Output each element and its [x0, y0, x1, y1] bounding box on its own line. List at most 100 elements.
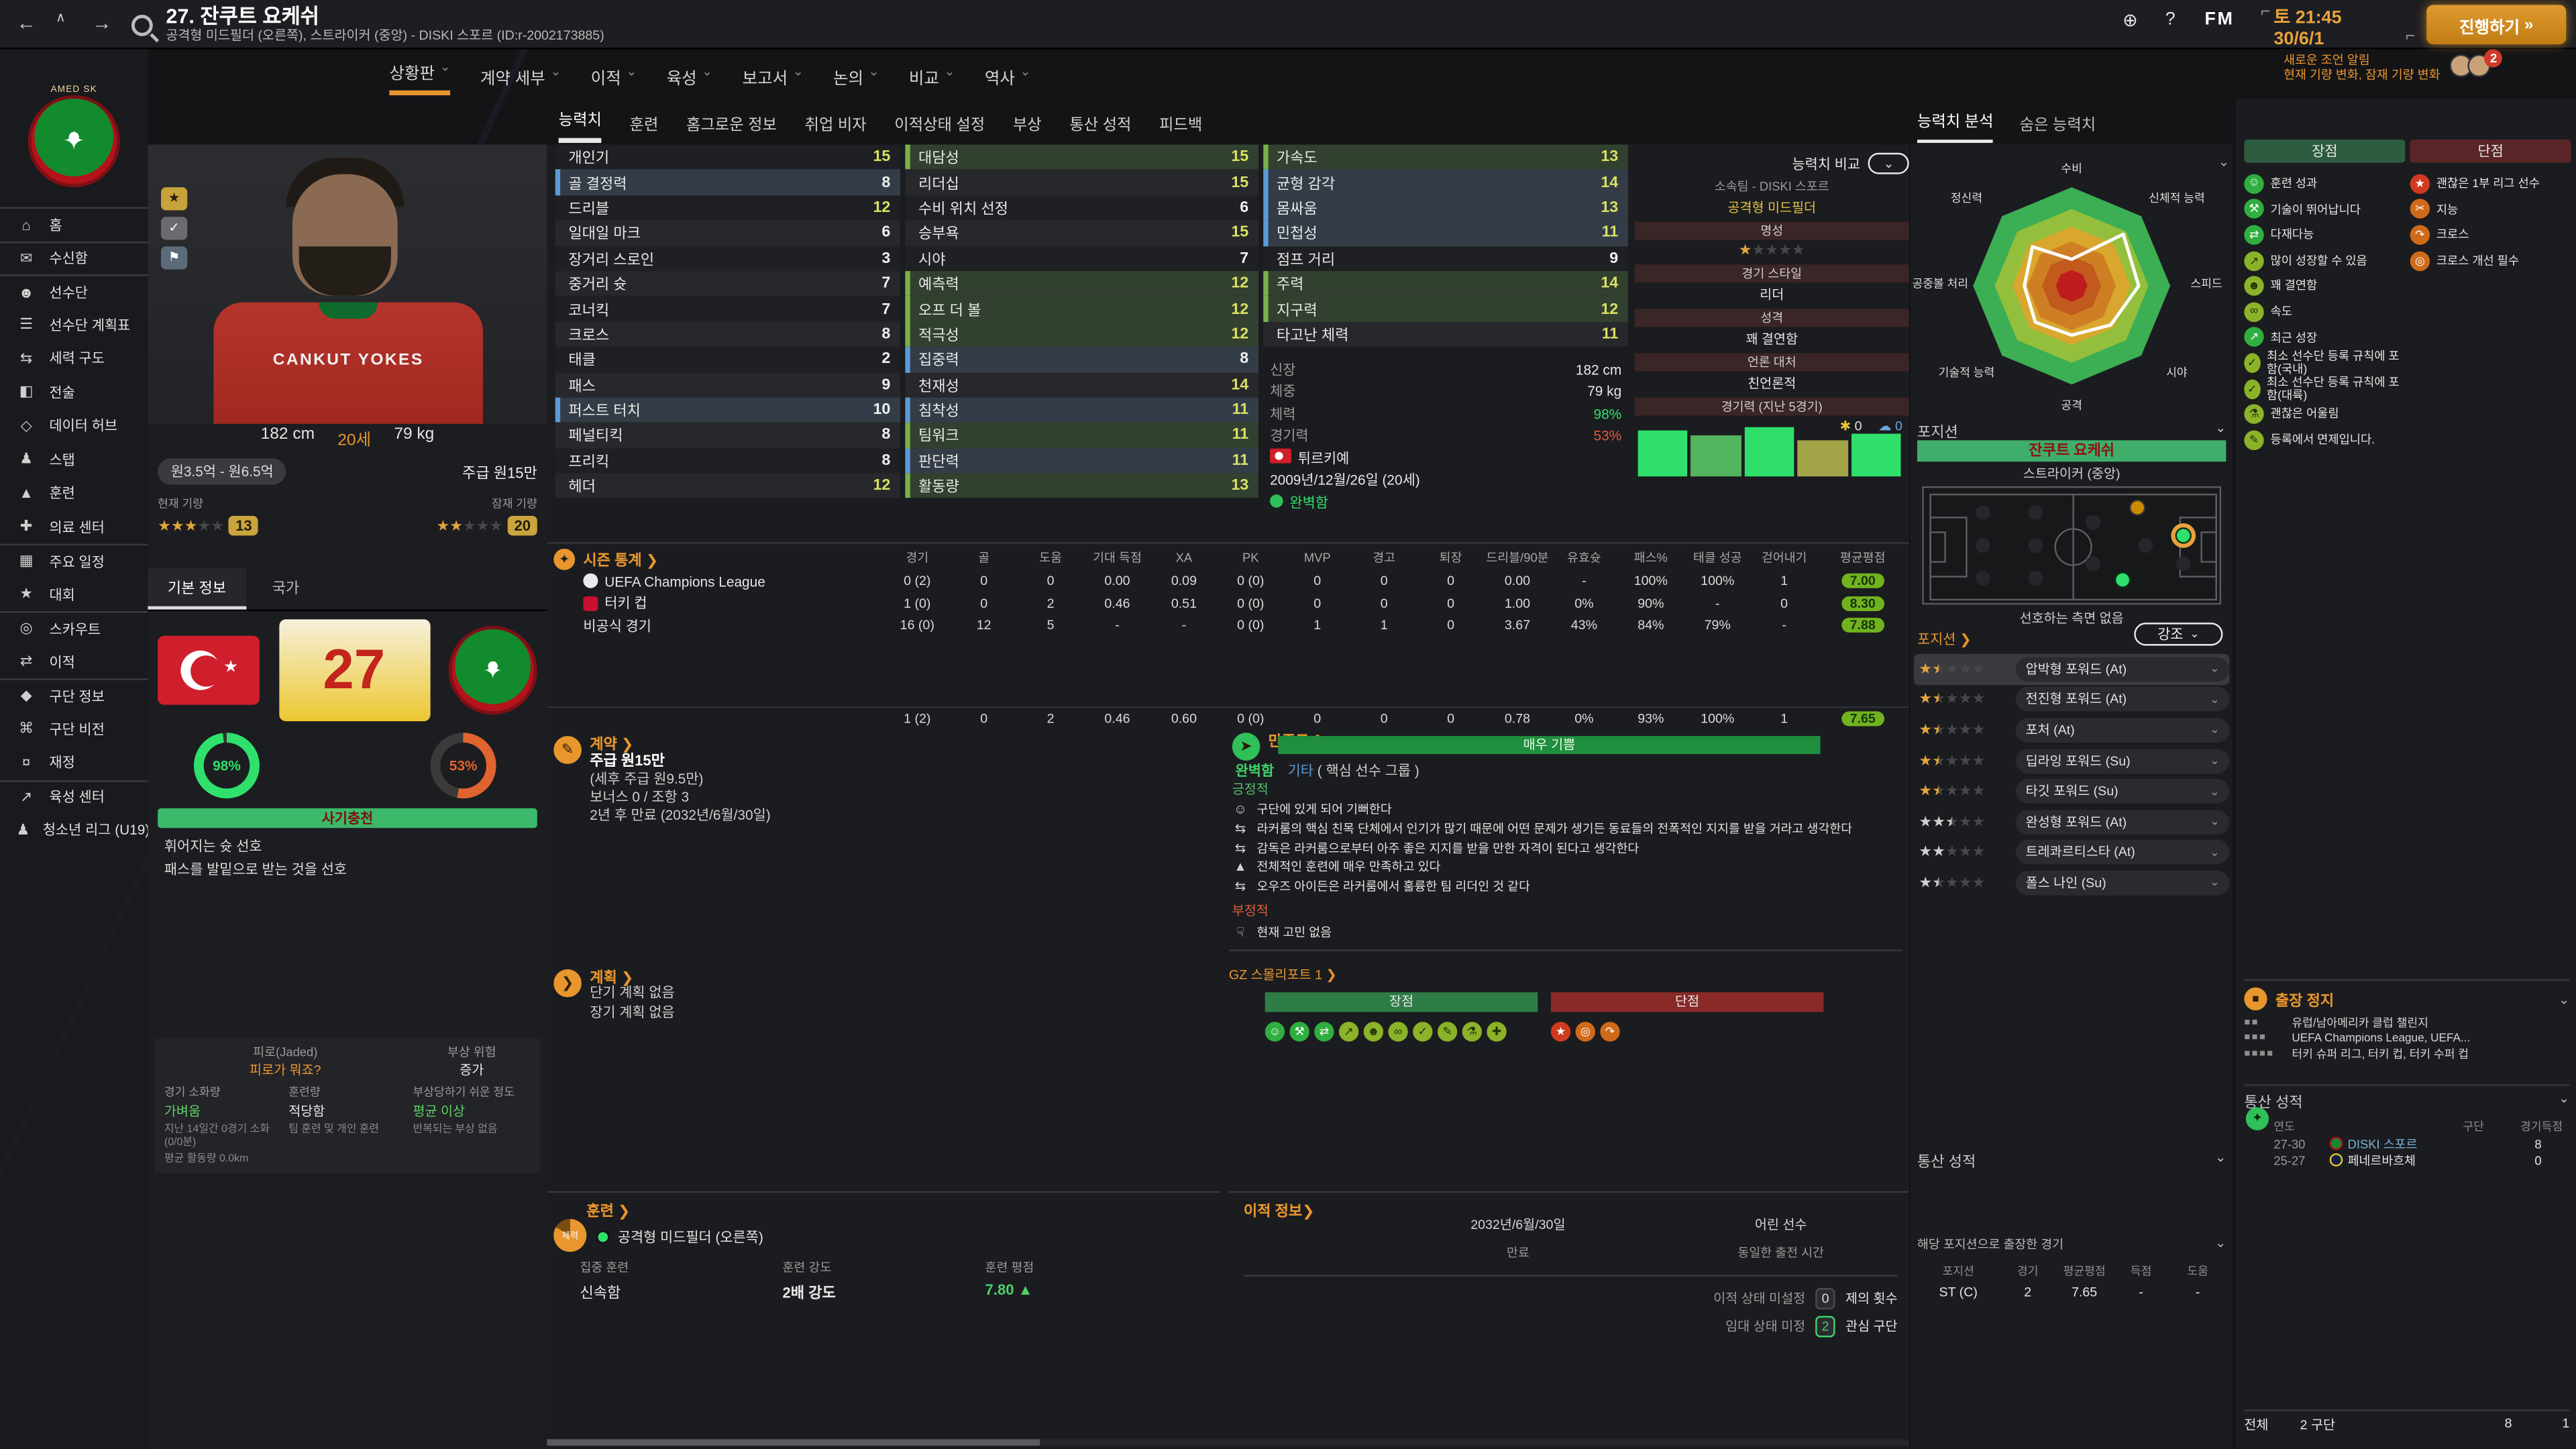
- attribute-row[interactable]: 페널티킥 8: [555, 423, 901, 448]
- pro-item[interactable]: ⚗ 괜찮은 어울림: [2244, 401, 2406, 427]
- search-icon[interactable]: [131, 13, 153, 36]
- main-tab[interactable]: 역사 ⌄: [984, 64, 1031, 89]
- pro-icon[interactable]: ☺: [1265, 1022, 1285, 1042]
- emphasis-dropdown[interactable]: 강조 ⌄: [2134, 623, 2223, 646]
- role-row[interactable]: ★★★★★ 폴스 나인 (Su) ⌄: [1914, 867, 2230, 898]
- role-row[interactable]: ★★★★★ 압박형 포워드 (At) ⌄: [1914, 653, 2230, 685]
- pro-item[interactable]: ↗ 최근 성장: [2244, 325, 2406, 350]
- con-item[interactable]: ↷ 크로스: [2410, 222, 2573, 248]
- career-position-col[interactable]: 포지션: [1942, 1267, 1974, 1279]
- stats-column-header[interactable]: 도움: [1039, 549, 1063, 565]
- sidebar-item[interactable]: ♟ 스탭: [0, 443, 148, 476]
- pro-icon[interactable]: ⇄: [1314, 1022, 1334, 1042]
- sidebar-item[interactable]: ↗ 육성 센터: [0, 780, 148, 813]
- section-tab[interactable]: 능력치: [558, 107, 602, 144]
- stats-column-header[interactable]: 골: [978, 549, 990, 565]
- pro-icon[interactable]: ⚗: [1462, 1022, 1482, 1042]
- pro-item[interactable]: ↗ 많이 성장할 수 있음: [2244, 248, 2406, 273]
- chevron-down-icon[interactable]: ⌄: [2218, 154, 2230, 170]
- sidebar-item[interactable]: ◇ 데이터 허브: [0, 409, 148, 443]
- section-tab[interactable]: 이적상태 설정: [894, 116, 985, 135]
- attribute-row[interactable]: 판단력 11: [905, 447, 1258, 474]
- attribute-row[interactable]: 민첩성 11: [1263, 220, 1628, 246]
- pro-icon[interactable]: ∞: [1388, 1022, 1408, 1042]
- con-item[interactable]: ★ 괜찮은 1부 리그 선수: [2410, 171, 2573, 197]
- section-tab[interactable]: 피드백: [1159, 116, 1203, 135]
- section-tab[interactable]: 취업 비자: [804, 116, 867, 135]
- analysis-tab[interactable]: 숨은 능력치: [2019, 116, 2096, 135]
- attribute-row[interactable]: 천재성 14: [905, 372, 1258, 398]
- attribute-row[interactable]: 활동량 13: [905, 473, 1258, 499]
- attribute-row[interactable]: 크로스 8: [555, 321, 901, 347]
- compare-dropdown[interactable]: ⌄: [1868, 152, 1909, 174]
- attribute-row[interactable]: 지구력 12: [1263, 296, 1628, 322]
- career-position-col[interactable]: 평균평점: [2063, 1267, 2106, 1279]
- con-item[interactable]: ✂ 지능: [2410, 197, 2573, 222]
- main-tab[interactable]: 보고서 ⌄: [742, 64, 804, 89]
- sidebar-item[interactable]: ⌂ 홈: [0, 207, 148, 241]
- positions-header[interactable]: 포지션 ⌄: [1917, 421, 2226, 442]
- main-tab[interactable]: 이적 ⌄: [590, 64, 637, 89]
- pro-icon[interactable]: ⚒: [1289, 1022, 1309, 1042]
- attribute-row[interactable]: 리더십 15: [905, 170, 1258, 195]
- attribute-row[interactable]: 팀워크 11: [905, 423, 1258, 448]
- analysis-tab[interactable]: 능력치 분석: [1917, 109, 1994, 144]
- continue-button[interactable]: 진행하기 »: [2426, 5, 2567, 45]
- pro-icon[interactable]: ↗: [1338, 1022, 1359, 1042]
- attribute-row[interactable]: 오프 더 볼 12: [905, 296, 1258, 322]
- season-stats-title[interactable]: 시즌 통계 ❯: [583, 551, 659, 569]
- pro-item[interactable]: ∞ 속도: [2244, 299, 2406, 325]
- career-position-col[interactable]: 경기: [2017, 1267, 2039, 1279]
- plans-header[interactable]: 계획 ❯: [590, 969, 634, 986]
- positions-list-label[interactable]: 포지션 ❯: [1917, 631, 1972, 647]
- globe-icon[interactable]: ⊕: [2123, 11, 2138, 32]
- stats-row[interactable]: UEFA Champions League 0 (2) 0 0 0.00 0.09 0 …: [547, 570, 1909, 592]
- attribute-row[interactable]: 주력 14: [1263, 270, 1628, 297]
- attribute-row[interactable]: 코너킥 7: [555, 296, 901, 322]
- pro-item[interactable]: ⚒ 기술이 뛰어납니다: [2244, 197, 2406, 222]
- con-item[interactable]: ◎ 크로스 개선 필수: [2410, 248, 2573, 273]
- main-tab[interactable]: 계약 세부 ⌄: [480, 64, 561, 89]
- sidebar-item[interactable]: ◎ 스카우트: [0, 611, 148, 645]
- career-position-col[interactable]: 도움: [2187, 1267, 2208, 1279]
- stats-column-header[interactable]: 드리블/90분: [1486, 549, 1549, 565]
- attribute-row[interactable]: 몸싸움 13: [1263, 195, 1628, 221]
- sidebar-item[interactable]: ▦ 주요 일정: [0, 543, 148, 578]
- attribute-row[interactable]: 개인기 15: [555, 144, 901, 170]
- con-icon[interactable]: ★: [1550, 1022, 1571, 1042]
- sidebar-item[interactable]: ☻ 선수단: [0, 274, 148, 308]
- attribute-row[interactable]: 패스 9: [555, 372, 901, 398]
- career-row[interactable]: 27-30 DISKI 스포르 8 1: [2273, 1136, 2542, 1152]
- role-row[interactable]: ★★★★★ 트레콰르티스타 (At) ⌄: [1914, 837, 2230, 868]
- photo-badge[interactable]: ✓: [161, 217, 188, 240]
- pro-item[interactable]: ✓ 최소 선수단 등록 규칙에 포함(대륙): [2244, 376, 2406, 401]
- career-position-header[interactable]: 통산 성적 ⌄: [1917, 1150, 2226, 1171]
- attribute-row[interactable]: 균형 감각 14: [1263, 170, 1628, 195]
- section-tab[interactable]: 통산 성적: [1069, 116, 1132, 135]
- card-tab[interactable]: 국가: [272, 580, 300, 596]
- stats-column-header[interactable]: 유효슛: [1567, 549, 1601, 565]
- attribute-row[interactable]: 시야 7: [905, 246, 1258, 271]
- suspensions-header[interactable]: 출장 정지: [2275, 991, 2334, 1008]
- chevron-down-icon[interactable]: ⌄: [2214, 1235, 2226, 1250]
- pro-icon[interactable]: ✎: [1437, 1022, 1458, 1042]
- attribute-row[interactable]: 예측력 12: [905, 270, 1258, 297]
- attribute-row[interactable]: 드리블 12: [555, 195, 901, 221]
- stats-column-header[interactable]: 기대 득점: [1093, 549, 1142, 565]
- up-icon[interactable]: ∧: [56, 9, 66, 25]
- attribute-row[interactable]: 일대일 마크 6: [555, 220, 901, 246]
- sidebar-item[interactable]: ⇆ 세력 구도: [0, 341, 148, 375]
- transfer-header[interactable]: 이적 정보❯: [1243, 1202, 1315, 1220]
- stats-column-header[interactable]: 태클 성공: [1693, 549, 1742, 565]
- attribute-row[interactable]: 점프 거리 9: [1263, 246, 1628, 271]
- stats-column-header[interactable]: 경기: [906, 549, 929, 565]
- role-row[interactable]: ★★★★★ 전진형 포워드 (At) ⌄: [1914, 684, 2230, 715]
- help-icon[interactable]: ?: [2165, 9, 2176, 30]
- role-row[interactable]: ★★★★★ 포처 (At) ⌄: [1914, 715, 2230, 746]
- pro-item[interactable]: ✎ 등록에서 면제입니다.: [2244, 427, 2406, 453]
- sidebar-item[interactable]: ◧ 전술: [0, 376, 148, 409]
- card-tab[interactable]: 기본 정보: [148, 568, 246, 610]
- club-crest[interactable]: ✦: [448, 626, 537, 715]
- chevron-down-icon[interactable]: ⌄: [2558, 991, 2570, 1007]
